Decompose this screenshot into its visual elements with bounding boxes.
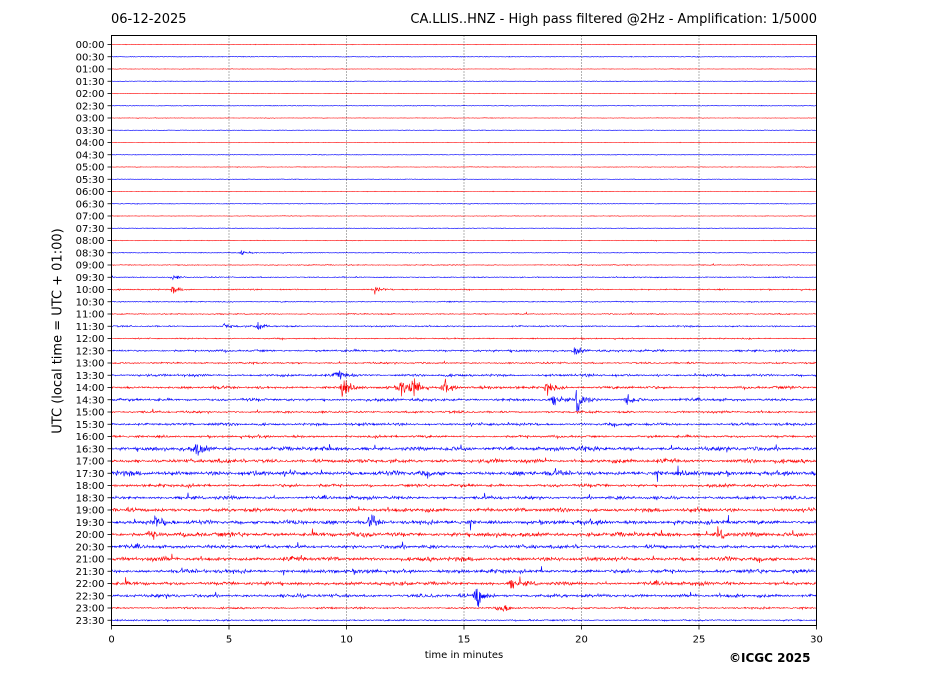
y-tick-label-1830: 18:30 (76, 493, 105, 504)
x-tick-label-20: 20 (575, 635, 588, 646)
trace-1000 (111, 286, 817, 295)
y-tick-label-0230: 02:30 (76, 101, 105, 112)
trace-1130 (111, 321, 817, 330)
y-tick-label-1330: 13:30 (76, 371, 105, 382)
x-tick-label-25: 25 (693, 635, 706, 646)
trace-2230 (111, 588, 817, 608)
trace-0830 (111, 249, 817, 256)
trace-0900 (111, 263, 817, 267)
x-tick-label-10: 10 (340, 635, 353, 646)
trace-0500 (111, 166, 817, 168)
y-tick-label-1930: 19:30 (76, 518, 105, 529)
y-tick-label-1400: 14:00 (76, 383, 105, 394)
trace-0330 (111, 129, 817, 132)
y-tick-label-1630: 16:30 (76, 444, 105, 455)
y-tick-label-0200: 02:00 (76, 89, 105, 100)
x-tick-group: 0 5 10 15 20 25 30 (108, 625, 823, 646)
copyright-label: ©ICGC 2025 (729, 651, 811, 665)
y-tick-label-1200: 12:00 (76, 334, 105, 345)
x-tick-label-15: 15 (458, 635, 471, 646)
y-tick-label-0030: 00:30 (76, 52, 105, 63)
trace-0200 (111, 92, 817, 95)
grid-group (228, 35, 700, 626)
y-tick-label-2030: 20:30 (76, 542, 105, 553)
y-tick-label-1130: 11:30 (76, 322, 105, 333)
y-tick-label-0700: 07:00 (76, 212, 105, 223)
y-tick-label-1500: 15:00 (76, 408, 105, 419)
y-tick-label-2300: 23:00 (76, 604, 105, 615)
x-axis-label: time in minutes (424, 650, 504, 661)
trace-2130 (111, 566, 817, 576)
y-tick-label-1430: 14:30 (76, 395, 105, 406)
y-tick-label-1530: 15:30 (76, 420, 105, 431)
trace-0430 (111, 153, 817, 156)
y-tick-label-2330: 23:30 (76, 616, 105, 627)
y-tick-label-0730: 07:30 (76, 224, 105, 235)
trace-1530 (111, 421, 817, 428)
y-tick-label-2000: 20:00 (76, 530, 105, 541)
x-tick-label-0: 0 (108, 635, 114, 646)
trace-1030 (111, 300, 817, 304)
y-tick-label-1030: 10:30 (76, 297, 105, 308)
y-tick-label-0900: 09:00 (76, 261, 105, 272)
date-label: 06-12-2025 (111, 12, 187, 27)
trace-2330 (111, 618, 817, 623)
chart-title: CA.LLIS..HNZ - High pass filtered @2Hz -… (410, 12, 817, 27)
trace-1700 (111, 457, 817, 465)
y-tick-label-0100: 01:00 (76, 65, 105, 76)
y-tick-label-1730: 17:30 (76, 469, 105, 480)
trace-1100 (111, 311, 817, 316)
trace-0300 (111, 117, 817, 119)
y-tick-label-1600: 16:00 (76, 432, 105, 443)
y-tick-label-2200: 22:00 (76, 579, 105, 590)
trace-0230 (111, 104, 817, 107)
y-tick-label-0330: 03:30 (76, 126, 105, 137)
y-tick-label-0500: 05:00 (76, 163, 105, 174)
y-tick-label-0600: 06:00 (76, 187, 105, 198)
y-tick-label-0400: 04:00 (76, 138, 105, 149)
y-tick-label-1100: 11:00 (76, 310, 105, 321)
y-tick-label-2130: 21:30 (76, 567, 105, 578)
y-tick-label-0000: 00:00 (76, 40, 105, 51)
y-tick-label-0630: 06:30 (76, 199, 105, 210)
y-tick-label-0800: 08:00 (76, 236, 105, 247)
trace-1500 (111, 408, 817, 415)
trace-1830 (111, 492, 817, 501)
y-tick-label-2100: 21:00 (76, 555, 105, 566)
trace-0930 (111, 274, 817, 281)
y-tick-label-1800: 18:00 (76, 481, 105, 492)
y-tick-label-1000: 10:00 (76, 285, 105, 296)
y-tick-label-1900: 19:00 (76, 506, 105, 517)
trace-2300 (111, 605, 817, 613)
y-tick-label-1700: 17:00 (76, 457, 105, 468)
x-tick-label-30: 30 (810, 635, 823, 646)
trace-0530 (111, 178, 817, 181)
trace-0400 (111, 141, 817, 144)
y-tick-label-0300: 03:00 (76, 114, 105, 125)
y-tick-label-1300: 13:00 (76, 359, 105, 370)
y-tick-label-2230: 22:30 (76, 591, 105, 602)
y-tick-label-0530: 05:30 (76, 175, 105, 186)
y-tick-label-0130: 01:30 (76, 77, 105, 88)
trace-1600 (111, 433, 817, 440)
y-tick-label-0430: 04:30 (76, 150, 105, 161)
y-tick-label-1230: 12:30 (76, 346, 105, 357)
y-tick-label-0930: 09:30 (76, 273, 105, 284)
x-tick-label-5: 5 (226, 635, 232, 646)
y-tick-label-0830: 08:30 (76, 248, 105, 259)
